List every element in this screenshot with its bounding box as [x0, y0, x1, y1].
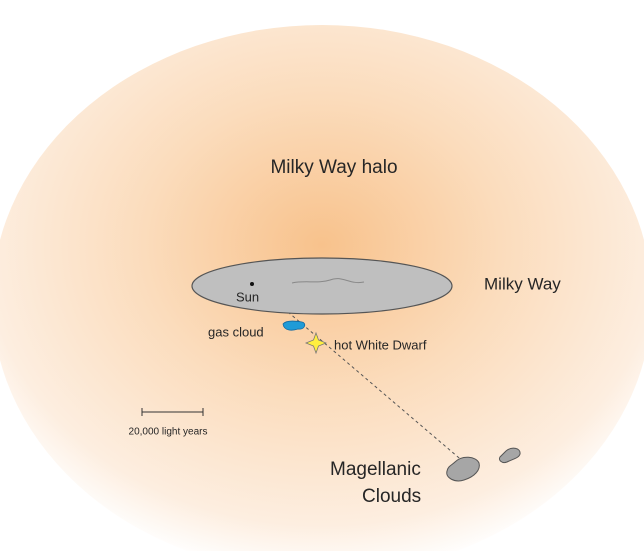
- gas-cloud-label: gas cloud: [208, 324, 264, 339]
- page: {"diagram": { "halo_label": "Milky Way h…: [0, 0, 644, 551]
- disk-label: Milky Way: [484, 274, 561, 293]
- gas-cloud: [283, 321, 305, 330]
- sun-dot: [250, 282, 254, 286]
- magellanic-label: Clouds: [362, 486, 421, 507]
- milky-way-disk: [192, 258, 452, 314]
- scale-label: 20,000 light years: [129, 427, 208, 438]
- magellanic-label: Magellanic: [330, 459, 421, 480]
- white-dwarf-label: hot White Dwarf: [334, 337, 427, 352]
- halo-label: Milky Way halo: [270, 157, 397, 178]
- sun-label: Sun: [236, 289, 259, 304]
- diagram: Milky Way halo Sun Milky Way gas cloud h…: [0, 0, 644, 551]
